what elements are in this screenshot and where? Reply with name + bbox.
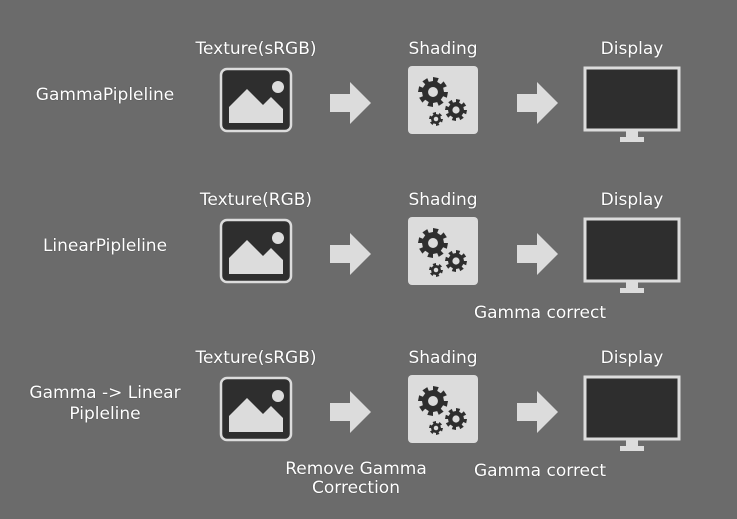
arrow-right-icon [330,233,371,275]
image-icon [219,376,293,442]
texture-label: Texture(sRGB) [195,348,317,368]
monitor-icon [583,375,681,451]
arrow-right-icon [330,391,371,433]
image-icon [219,67,293,133]
display-note: Gamma correct [473,461,607,481]
shading-label: Shading [408,190,478,210]
monitor-icon [583,66,681,142]
arrow-right-icon [517,233,558,275]
shading-label: Shading [408,348,478,368]
image-icon [219,218,293,284]
arrow-right-icon [517,391,558,433]
display-label: Display [600,348,664,368]
row-label: Pipleline [69,404,141,424]
gears-icon [408,66,478,134]
texture-label: Texture(sRGB) [195,39,317,59]
display-label: Display [600,190,664,210]
texture-note: Remove Gamma [285,459,427,479]
arrow-right-icon [517,82,558,124]
gears-icon [408,217,478,285]
texture-note: Correction [312,478,400,498]
row-label: Gamma -> Linear [29,383,181,403]
monitor-icon [583,217,681,293]
row-label: LinearPipleline [42,236,168,256]
shading-label: Shading [408,39,478,59]
row-label: GammaPipleline [35,85,175,105]
display-note: Gamma correct [473,303,607,323]
gears-icon [408,375,478,443]
arrow-right-icon [330,82,371,124]
texture-label: Texture(RGB) [199,190,313,210]
display-label: Display [600,39,664,59]
